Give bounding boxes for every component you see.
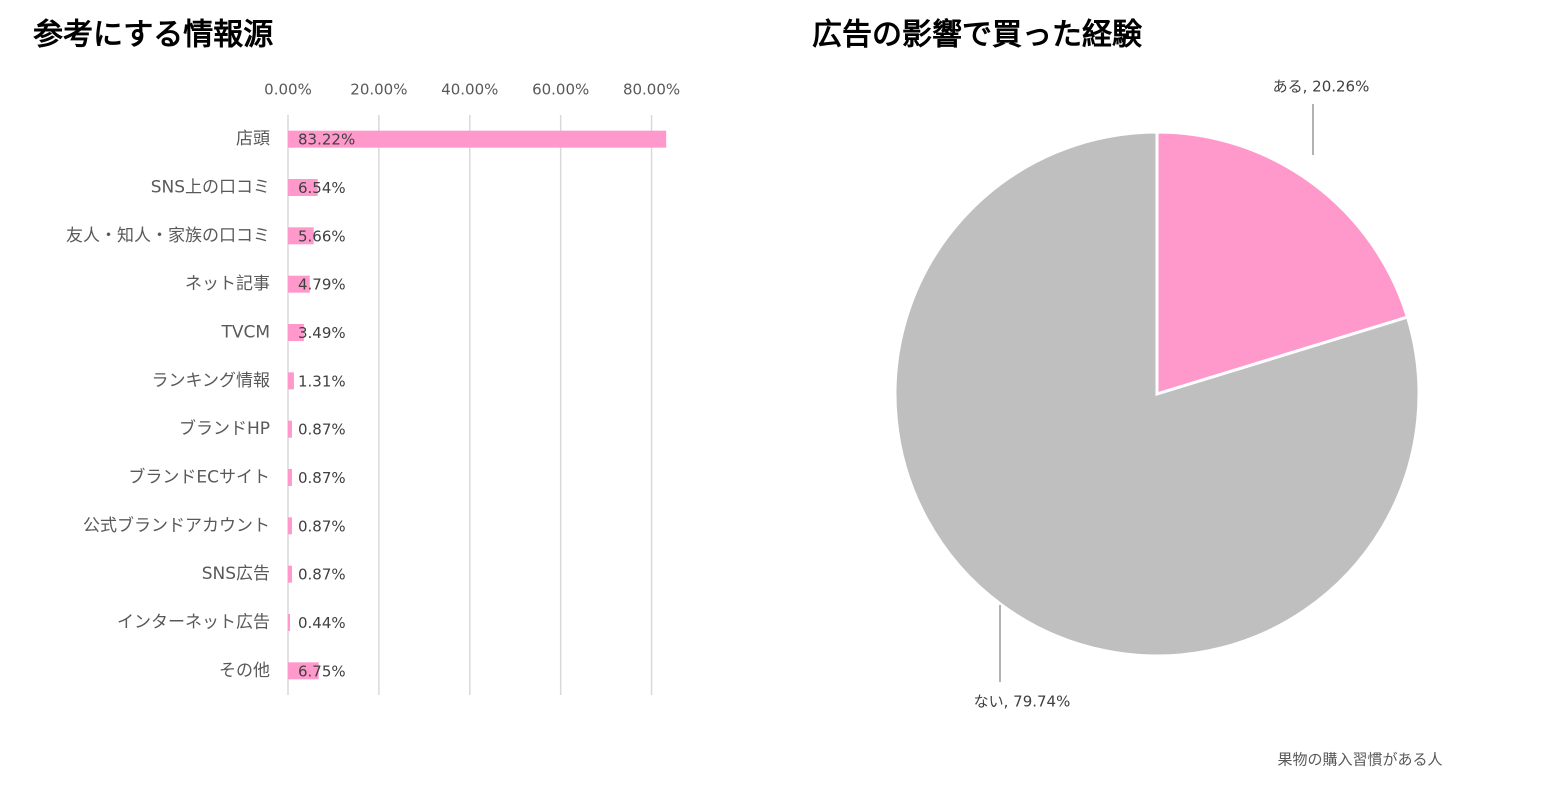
- y-tick-label: ネット記事: [185, 274, 270, 294]
- data-label: 5.66%: [298, 227, 346, 245]
- pie-slice: [1155, 130, 1410, 397]
- bar: [288, 420, 292, 438]
- bar: [288, 227, 314, 245]
- y-tick-label: TVCM: [220, 323, 270, 343]
- data-label: 0.44%: [298, 614, 346, 632]
- note: 果物の購入習慣がある人: [1277, 751, 1442, 769]
- data-label: 6.75%: [298, 662, 346, 680]
- data-label: 0.87%: [298, 469, 346, 487]
- data-label: 3.49%: [298, 324, 346, 342]
- y-tick-label: SNS上の口コミ: [151, 178, 270, 198]
- y-tick-label: 店頭: [236, 129, 270, 149]
- x-tick-label: 80.00%: [623, 81, 680, 99]
- x-tick-label: 20.00%: [350, 81, 407, 99]
- data-label: 83.22%: [298, 131, 355, 149]
- pie-slice: [893, 130, 1421, 658]
- y-tick-label: 友人・知人・家族の口コミ: [66, 226, 270, 246]
- y-tick-label: その他: [219, 661, 270, 681]
- bar: [288, 130, 667, 148]
- bar: [288, 517, 292, 535]
- data-label: 0.87%: [298, 517, 346, 535]
- x-tick-label: 40.00%: [441, 81, 498, 99]
- x-tick-label: 0.00%: [264, 81, 312, 99]
- data-label: 0.87%: [298, 421, 346, 439]
- y-tick-label: インターネット広告: [117, 613, 270, 633]
- chart-title: 参考にする情報源: [33, 18, 273, 53]
- x-tick-label: 60.00%: [532, 81, 589, 99]
- bar: [288, 614, 290, 631]
- y-tick-label: ブランドECサイト: [128, 467, 270, 488]
- y-tick-label: SNS広告: [202, 564, 270, 584]
- bar: [288, 275, 310, 293]
- bar: [288, 662, 319, 680]
- chart-title: 広告の影響で買った経験: [812, 18, 1143, 53]
- y-tick-label: ブランドHP: [179, 418, 270, 439]
- data-label: ある, 20.26%: [1273, 78, 1370, 96]
- bar: [288, 324, 304, 341]
- bar: [288, 179, 318, 196]
- y-tick-label: 公式ブランドアカウント: [83, 515, 270, 536]
- bar: [288, 469, 292, 486]
- bar: [288, 565, 292, 583]
- data-label: 4.79%: [298, 276, 346, 294]
- data-label: ない, 79.74%: [974, 693, 1071, 711]
- bar: [288, 372, 294, 390]
- data-label: 6.54%: [298, 179, 346, 197]
- data-label: 1.31%: [298, 372, 346, 390]
- data-label: 0.87%: [298, 566, 346, 584]
- y-tick-label: ランキング情報: [152, 371, 271, 391]
